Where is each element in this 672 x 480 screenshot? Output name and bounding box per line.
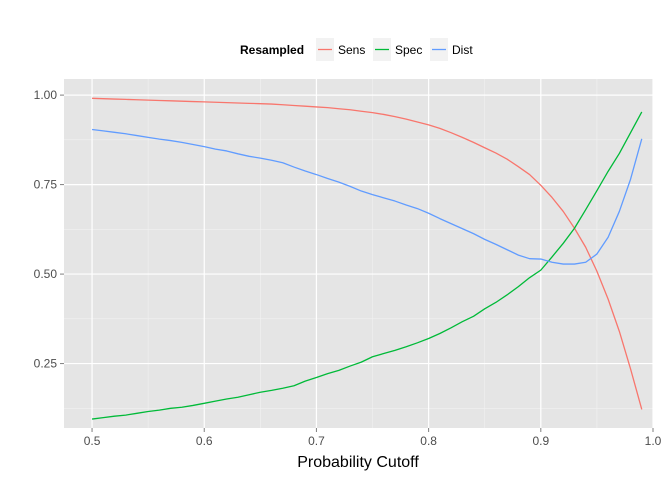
- x-tick-label: 1.0: [645, 434, 662, 448]
- x-axis: 0.5 0.6 0.7 0.8 0.9 1.0: [84, 428, 662, 448]
- legend-item-dist: Dist: [430, 38, 473, 61]
- legend: Resampled Sens Spec Dist: [240, 38, 473, 61]
- legend-title: Resampled: [240, 43, 304, 57]
- x-tick-label: 0.9: [532, 434, 549, 448]
- legend-label: Dist: [452, 43, 473, 57]
- series-line-dist: [91, 128, 643, 265]
- legend-label: Spec: [395, 43, 422, 57]
- y-axis: 0.25 0.50 0.75 1.00: [34, 88, 64, 371]
- x-tick-label: 0.5: [84, 434, 101, 448]
- legend-item-sens: Sens: [316, 38, 365, 61]
- y-tick-label: 0.50: [34, 267, 58, 281]
- legend-label: Sens: [338, 43, 365, 57]
- legend-item-spec: Spec: [373, 38, 422, 61]
- grid-lines: [64, 79, 654, 428]
- x-axis-title: Probability Cutoff: [297, 454, 419, 471]
- series-lines: [91, 97, 643, 420]
- x-tick-label: 0.6: [196, 434, 213, 448]
- series-line-sens: [92, 97, 643, 410]
- y-tick-label: 0.75: [34, 178, 58, 192]
- series-line-spec: [91, 111, 643, 420]
- x-tick-label: 0.7: [308, 434, 325, 448]
- x-tick-label: 0.8: [420, 434, 437, 448]
- y-tick-label: 0.25: [34, 357, 58, 371]
- y-tick-label: 1.00: [34, 88, 58, 102]
- plot-panel: [64, 79, 653, 428]
